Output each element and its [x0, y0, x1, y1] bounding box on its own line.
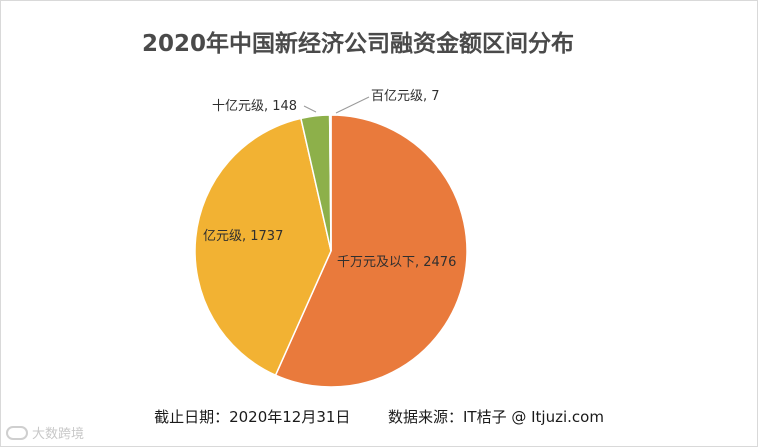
leader-line-3 [303, 105, 317, 113]
slice-label-1: 千万元及以下, 2476 [337, 255, 456, 270]
footer-source: 数据来源：IT桔子 @ Itjuzi.com [387, 408, 604, 426]
chart-title: 2020年中国新经济公司融资金额区间分布 [141, 31, 574, 57]
chart-footer: 截止日期：2020年12月31日 数据来源：IT桔子 @ Itjuzi.com [0, 406, 758, 427]
pie-slice-4 [328, 114, 332, 252]
pie-slices [194, 114, 468, 388]
label-leader-lines [303, 96, 370, 114]
slice-label-2: 亿元级, 1737 [203, 229, 283, 244]
slice-label-4: 百亿元级, 7 [371, 89, 440, 104]
leader-line-4 [335, 96, 370, 114]
pie-slice-2 [194, 117, 332, 377]
slice-label-3: 十亿元级, 148 [212, 99, 297, 114]
pie-slice-1 [274, 114, 468, 388]
slice-labels: 千万元及以下, 2476 亿元级, 1737 十亿元级, 148 百亿元级, 7 [203, 89, 456, 270]
watermark-logo-icon [6, 425, 28, 440]
footer-date: 截止日期：2020年12月31日 [154, 408, 351, 426]
watermark-text: 大数跨境 [32, 427, 85, 442]
watermark: 大数跨境 [6, 423, 84, 442]
